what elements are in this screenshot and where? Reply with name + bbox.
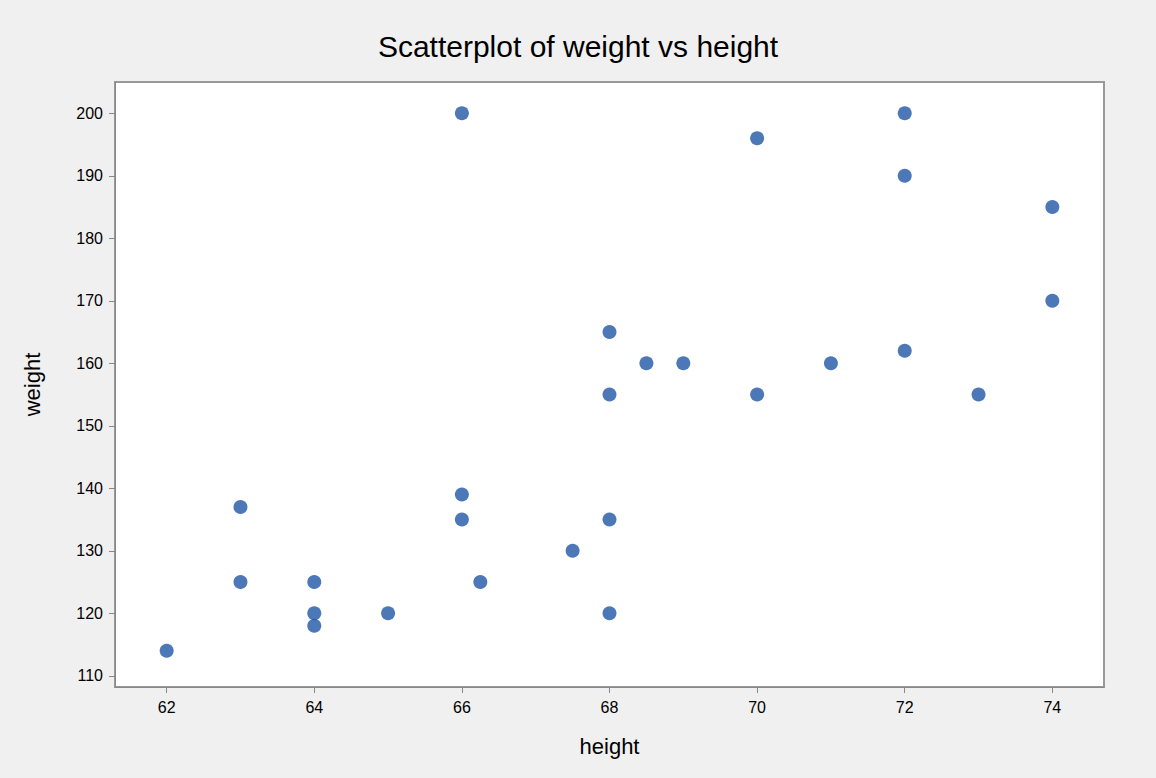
svg-text:weight: weight: [20, 353, 45, 418]
svg-text:70: 70: [748, 699, 766, 716]
svg-text:140: 140: [76, 480, 103, 497]
svg-text:72: 72: [896, 699, 914, 716]
svg-text:66: 66: [453, 699, 471, 716]
svg-text:62: 62: [158, 699, 176, 716]
svg-text:190: 190: [76, 167, 103, 184]
svg-text:120: 120: [76, 605, 103, 622]
svg-text:200: 200: [76, 105, 103, 122]
svg-text:64: 64: [305, 699, 323, 716]
svg-text:160: 160: [76, 355, 103, 372]
svg-text:180: 180: [76, 230, 103, 247]
svg-text:74: 74: [1043, 699, 1061, 716]
svg-text:68: 68: [601, 699, 619, 716]
svg-text:170: 170: [76, 292, 103, 309]
svg-text:150: 150: [76, 417, 103, 434]
svg-text:Scatterplot of weight vs heigh: Scatterplot of weight vs height: [378, 30, 779, 63]
svg-text:height: height: [580, 734, 640, 759]
svg-text:130: 130: [76, 542, 103, 559]
svg-text:110: 110: [77, 667, 103, 684]
